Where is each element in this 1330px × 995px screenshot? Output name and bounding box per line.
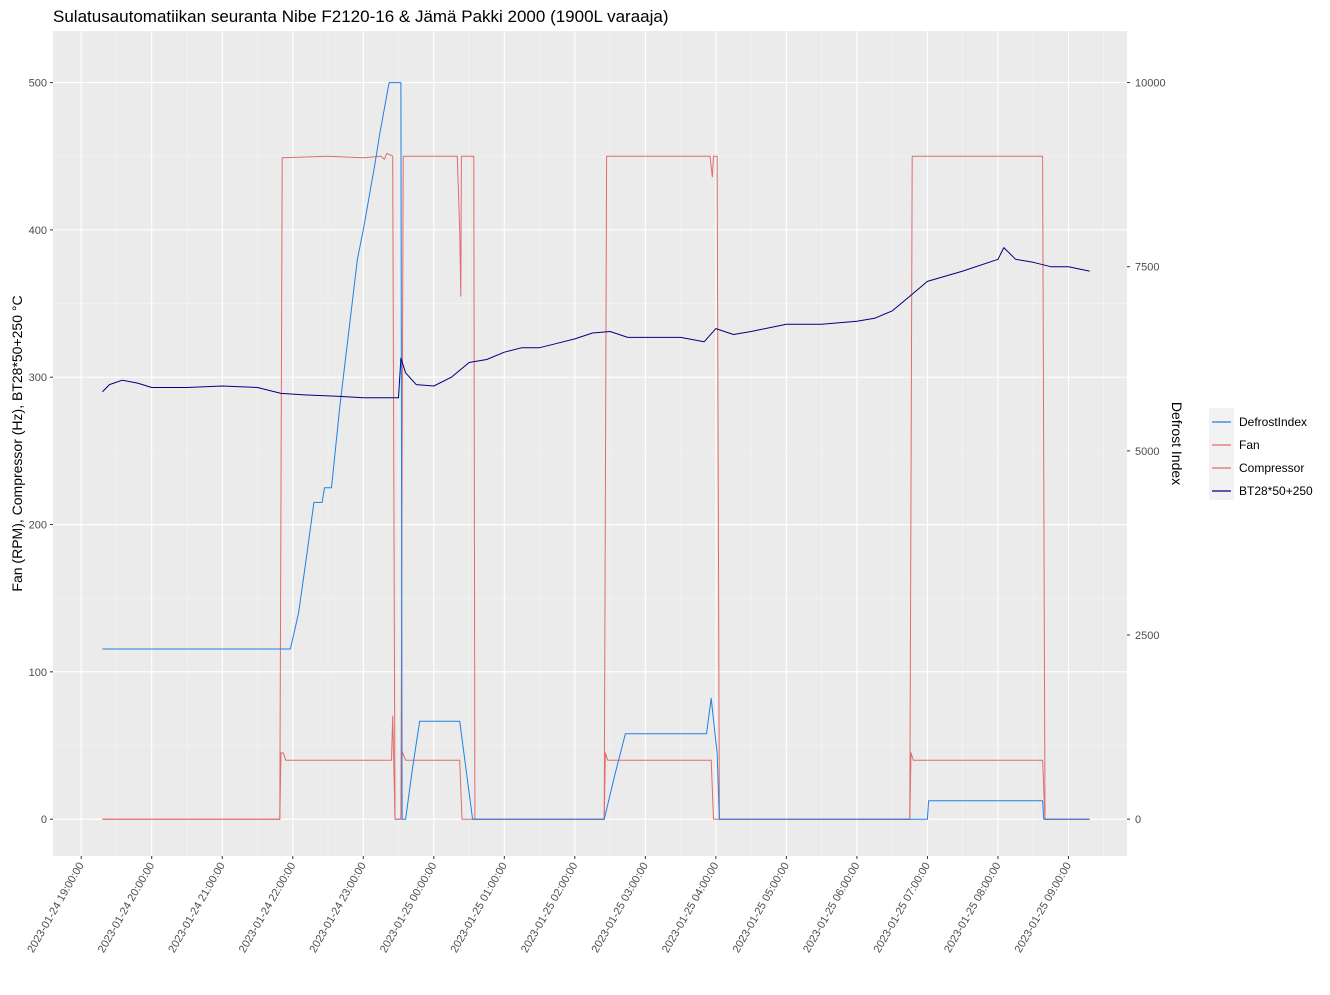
grid-major <box>53 31 1127 856</box>
x-tick-label: 2023-01-25 01:00:00 <box>448 861 509 955</box>
y2-tick-label: 7500 <box>1135 262 1159 274</box>
y2-tick-label: 2500 <box>1135 630 1159 642</box>
legend: DefrostIndex Fan Compressor BT28*50+250 <box>1209 408 1313 500</box>
x-tick-label: 2023-01-25 04:00:00 <box>660 861 721 955</box>
legend-label: Compressor <box>1239 461 1304 475</box>
x-tick-label: 2023-01-25 07:00:00 <box>872 861 933 955</box>
chart-title: Sulatusautomatiikan seuranta Nibe F2120-… <box>53 7 669 26</box>
y-tick-label: 400 <box>29 225 47 237</box>
x-tick-label: 2023-01-24 23:00:00 <box>307 861 368 955</box>
y-axis-title: Fan (RPM), Compressor (Hz), BT28*50+250 … <box>9 295 25 591</box>
x-tick-label: 2023-01-24 22:00:00 <box>237 861 298 955</box>
legend-label: BT28*50+250 <box>1239 484 1313 498</box>
y2-axis-title: Defrost Index <box>1169 402 1185 485</box>
x-tick-label: 2023-01-25 03:00:00 <box>589 861 650 955</box>
y-tick-label: 500 <box>29 78 47 90</box>
x-tick-label: 2023-01-24 21:00:00 <box>166 861 227 955</box>
x-tick-label: 2023-01-25 08:00:00 <box>942 860 1003 954</box>
x-tick-label: 2023-01-25 02:00:00 <box>519 861 580 955</box>
x-tick-label: 2023-01-25 05:00:00 <box>731 861 792 955</box>
grid-minor <box>53 31 1127 856</box>
legend-label: DefrostIndex <box>1239 415 1307 429</box>
plot-panel <box>53 31 1127 856</box>
y-tick-label: 200 <box>29 520 47 532</box>
x-tick-label: 2023-01-24 20:00:00 <box>96 861 157 955</box>
y-tick-label: 100 <box>29 667 47 679</box>
y2-tick-label: 5000 <box>1135 446 1159 458</box>
series-layer <box>102 82 1090 820</box>
y2-tick-label: 0 <box>1135 814 1141 826</box>
y2-tick-label: 10000 <box>1135 78 1166 90</box>
x-tick-label: 2023-01-25 09:00:00 <box>1013 861 1074 955</box>
series-line-bt28-50-250 <box>102 247 1090 399</box>
x-tick-label: 2023-01-24 19:00:00 <box>25 861 86 955</box>
y-tick-label: 300 <box>29 372 47 384</box>
series-line-compressor <box>102 715 1090 820</box>
legend-key-bg <box>1209 408 1234 500</box>
legend-label: Fan <box>1239 438 1260 452</box>
x-tick-label: 2023-01-25 00:00:00 <box>378 861 439 955</box>
series-line-defrostindex <box>102 82 1090 820</box>
y-tick-label: 0 <box>41 814 47 826</box>
x-tick-label: 2023-01-25 06:00:00 <box>801 861 862 955</box>
